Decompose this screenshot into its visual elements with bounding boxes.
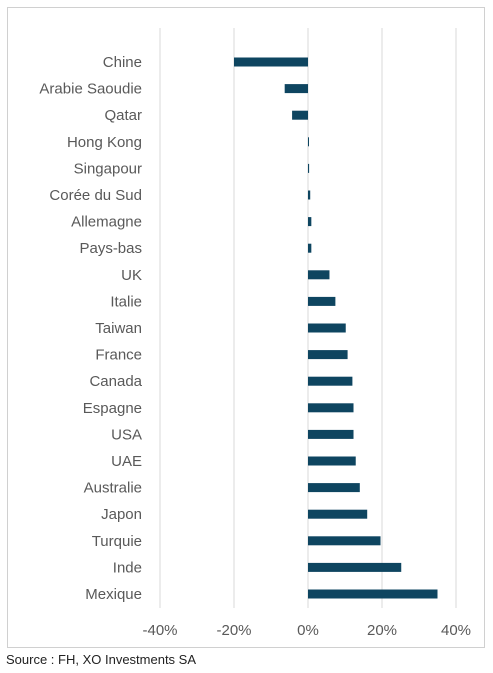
- bar: [308, 137, 309, 147]
- bar: [308, 562, 402, 572]
- bars: [234, 57, 438, 599]
- gridlines: [159, 28, 457, 608]
- bar: [308, 483, 360, 493]
- category-labels: Chine Arabie Saoudie Qatar Hong Kong Singapo…: [39, 54, 142, 603]
- category-label: Turquie: [92, 533, 142, 550]
- bar: [308, 190, 311, 200]
- bar: [308, 296, 336, 306]
- category-label: UAE: [111, 453, 142, 470]
- x-axis-tick-labels: -40% -20% 0% 20% 40%: [142, 622, 471, 639]
- category-label: Mexique: [85, 586, 142, 603]
- x-tick-label: 0%: [297, 622, 319, 639]
- category-label: Japon: [101, 506, 142, 523]
- category-label: Espagne: [83, 400, 142, 417]
- bar: [308, 509, 368, 519]
- category-label: Italie: [110, 293, 142, 310]
- bar: [308, 429, 354, 439]
- category-label: Allemagne: [71, 214, 142, 231]
- bar: [308, 456, 356, 466]
- bar-chart: Chine Arabie Saoudie Qatar Hong Kong Singapo…: [39, 28, 471, 639]
- category-label: Canada: [89, 373, 142, 390]
- x-tick-label: 40%: [441, 622, 471, 639]
- bar: [284, 84, 308, 94]
- x-tick-label: -20%: [216, 622, 251, 639]
- category-label: Hong Kong: [67, 134, 142, 151]
- category-label: UK: [121, 267, 142, 284]
- bar: [308, 403, 354, 413]
- chart-frame: Chine Arabie Saoudie Qatar Hong Kong Singapo…: [7, 7, 485, 648]
- category-label: Singapour: [74, 160, 142, 177]
- category-label: Taiwan: [95, 320, 142, 337]
- source-note: Source : FH, XO Investments SA: [6, 652, 197, 667]
- bar: [308, 376, 353, 386]
- category-label: USA: [111, 426, 142, 443]
- category-label: Pays-bas: [79, 240, 142, 257]
- category-label: France: [95, 347, 142, 364]
- category-label: Inde: [113, 559, 142, 576]
- bar: [308, 589, 438, 599]
- bar: [308, 163, 310, 173]
- category-label: Corée du Sud: [49, 187, 142, 204]
- x-tick-label: 20%: [367, 622, 397, 639]
- bar: [308, 270, 330, 280]
- category-label: Arabie Saoudie: [39, 81, 142, 98]
- bar: [292, 110, 308, 120]
- bar: [308, 536, 381, 546]
- category-label: Qatar: [104, 107, 142, 124]
- category-label: Chine: [103, 54, 142, 71]
- bar: [308, 243, 312, 253]
- bar: [308, 217, 312, 227]
- x-tick-label: -40%: [142, 622, 177, 639]
- category-label: Australie: [84, 480, 142, 497]
- bar: [234, 57, 308, 67]
- bar: [308, 350, 348, 360]
- bar: [308, 323, 346, 333]
